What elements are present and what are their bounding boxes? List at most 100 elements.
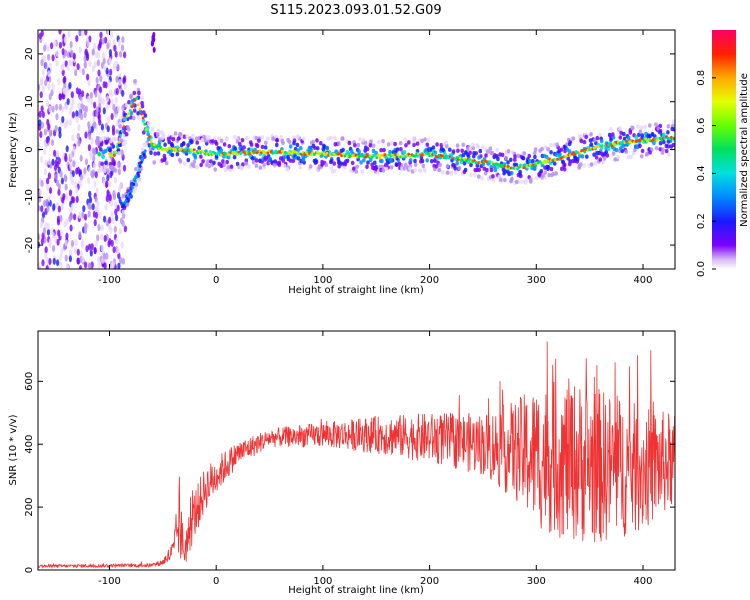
heat-cell <box>548 142 553 148</box>
heat-cell <box>129 94 133 100</box>
heat-cell <box>87 202 91 210</box>
heat-cell <box>168 146 172 150</box>
heat-cell <box>575 156 580 162</box>
heat-cell <box>140 147 145 152</box>
heat-cell <box>439 143 444 148</box>
heat-cell <box>485 167 489 173</box>
heat-cell <box>52 203 56 211</box>
heat-cell <box>521 156 526 161</box>
heat-cell <box>580 154 585 159</box>
heat-cell <box>99 38 103 46</box>
heat-cell <box>104 203 108 211</box>
heat-cell <box>81 239 85 247</box>
heat-cell <box>403 137 408 142</box>
heat-cell <box>63 36 67 44</box>
heat-cell <box>473 172 477 178</box>
heat-cell <box>199 162 203 168</box>
heat-cell <box>127 112 131 116</box>
heat-cell <box>222 162 226 168</box>
heat-cell <box>46 228 51 236</box>
heat-cell <box>636 124 640 129</box>
heat-cell <box>93 180 97 188</box>
heat-cell <box>214 154 219 159</box>
heat-cell <box>72 160 76 168</box>
heat-cell <box>103 64 107 72</box>
heat-cell <box>500 152 505 158</box>
heat-cell <box>549 150 553 155</box>
heat-cell <box>110 98 114 106</box>
heat-cell <box>117 262 121 269</box>
heat-cell <box>84 131 88 139</box>
heat-cell <box>122 164 127 172</box>
heat-cell <box>116 145 119 149</box>
heat-cell <box>38 110 42 118</box>
heat-cell <box>140 96 145 101</box>
heat-cell <box>93 219 97 227</box>
heat-cell <box>100 161 104 166</box>
heat-cell <box>499 177 503 182</box>
heat-cell <box>46 118 50 126</box>
heat-cell <box>309 153 313 157</box>
heat-cell <box>116 247 120 255</box>
heat-cell <box>44 252 48 259</box>
heat-cell <box>290 152 294 156</box>
heat-cell <box>109 226 113 234</box>
heat-cell <box>110 166 114 172</box>
heat-cell <box>373 160 377 165</box>
heat-cell <box>108 216 112 224</box>
heat-cell <box>421 163 426 169</box>
heat-cell <box>643 124 647 129</box>
heat-cell <box>192 163 196 169</box>
heat-cell <box>39 131 43 138</box>
heat-cell <box>484 153 488 158</box>
heat-cell <box>108 194 112 202</box>
heat-cell <box>41 111 45 119</box>
heat-cell <box>121 104 125 112</box>
heat-cell <box>616 154 620 160</box>
heat-cell <box>349 168 353 173</box>
heat-cell <box>87 210 91 218</box>
heat-cell <box>124 118 127 121</box>
heat-cell <box>614 147 619 153</box>
spectrogram-ylabel: Frequency (Hz) <box>8 112 19 188</box>
heat-cell <box>61 48 65 56</box>
heat-cell <box>64 49 68 57</box>
heat-cell <box>73 213 77 221</box>
heat-cell <box>95 110 99 118</box>
heat-cell <box>504 155 509 161</box>
heat-cell <box>61 116 65 123</box>
heat-cell <box>173 131 178 136</box>
heat-cell <box>150 40 154 47</box>
heat-cell <box>69 224 73 232</box>
heat-cell <box>131 115 136 121</box>
heat-cell <box>97 113 101 121</box>
heat-cell <box>118 78 122 86</box>
heat-cell <box>101 37 105 45</box>
heat-cell <box>152 31 156 38</box>
heat-cell <box>124 132 129 137</box>
colorbar: 0.0 0.2 0.4 0.6 0.8 Normalized spectral ampl… <box>696 30 750 277</box>
heat-cell <box>333 142 338 147</box>
heat-cell <box>117 192 121 199</box>
heat-cell <box>477 167 482 172</box>
heat-cell <box>76 132 80 140</box>
heat-cell <box>207 135 212 140</box>
heat-cell <box>43 55 47 62</box>
y-tick-label: 200 <box>24 498 35 517</box>
heat-cell <box>56 218 61 226</box>
heat-cell <box>227 144 232 149</box>
heat-cell <box>593 161 598 166</box>
heat-cell <box>383 163 388 168</box>
heat-cell <box>38 195 42 203</box>
heat-cell <box>101 154 106 160</box>
heat-cell <box>40 156 44 163</box>
heat-cell <box>509 157 513 162</box>
heat-cell <box>655 138 659 142</box>
heat-cell <box>200 138 204 143</box>
heat-cell <box>38 145 42 153</box>
heat-cell <box>552 142 556 147</box>
heat-cell <box>287 139 292 145</box>
heat-cell <box>106 174 110 182</box>
heat-cell <box>461 142 466 147</box>
heat-cell <box>77 102 81 110</box>
